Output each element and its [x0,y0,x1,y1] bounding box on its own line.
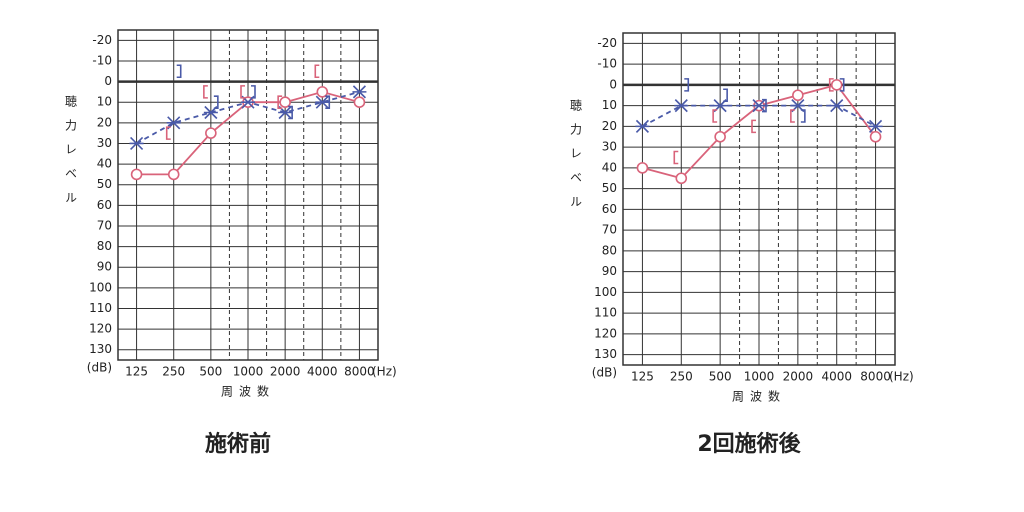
chart-caption: 2回施術後 [697,431,801,457]
x-tick-label: 500 [709,370,732,384]
x-tick-label: 4000 [307,365,338,379]
y-unit: (dB) [87,361,112,375]
data-point [165,126,171,140]
y-tick-label: 110 [594,306,617,320]
data-point [203,85,208,99]
data-point [240,85,245,99]
y-tick-label: 30 [97,136,112,150]
data-point [714,130,726,143]
x-tick-label: 125 [125,365,148,379]
x-axis-label: 周波数 [732,389,786,404]
data-point [792,89,804,102]
data-point [830,79,843,91]
x-tick-label: 1000 [233,365,264,379]
x-tick-label: 8000 [344,365,375,379]
y-axis-label: 聴力レベル [569,99,583,219]
y-tick-label: 60 [97,198,112,212]
x-tick-label: 4000 [821,370,852,384]
x-tick-label: 125 [631,370,654,384]
data-point [316,86,329,98]
y-tick-label: 40 [602,160,617,174]
y-tick-label: 120 [89,322,112,336]
data-point [325,95,331,109]
x-tick-label: 8000 [860,370,891,384]
data-point [635,119,650,133]
y-unit: (dB) [592,366,617,380]
data-point [675,172,688,185]
y-tick-label: 70 [97,218,112,232]
data-point [352,85,367,99]
data-point [353,96,366,108]
y-tick-label: 0 [104,74,112,88]
y-axis-label: 聴力レベル [64,95,78,215]
x-tick-label: 250 [670,370,693,384]
data-point [314,64,320,79]
data-point [277,95,283,109]
data-point [315,95,330,109]
y-tick-label: -10 [92,53,112,67]
y-tick-label: 120 [594,326,617,340]
y-tick-label: 50 [602,181,617,195]
y-tick-label: 20 [602,119,617,133]
data-point [674,99,689,113]
x-tick-label: 250 [162,365,185,379]
data-point [673,150,679,165]
x-tick-label: 1000 [744,370,775,384]
data-point [167,168,180,181]
y-tick-label: 60 [602,202,617,216]
y-tick-label: 90 [602,264,617,278]
data-point [288,105,293,120]
data-point [868,119,883,133]
y-tick-label: 0 [609,77,617,91]
data-point [751,119,756,134]
data-point [869,130,882,143]
y-tick-label: 90 [97,260,112,274]
data-point [762,98,767,113]
y-tick-label: 80 [97,239,112,253]
y-tick-label: 130 [89,342,112,356]
chart-caption: 施術前 [205,431,271,457]
x-unit: (Hz) [889,370,914,384]
data-point [251,85,256,99]
chart: -20 -10 0 10 20 30 40 50 60 70 80 90 100 110 120 130 (dB… [569,32,914,457]
y-tick-label: 10 [97,95,112,109]
x-unit: (Hz) [372,365,397,379]
y-tick-label: 30 [602,140,617,154]
data-point [828,78,834,92]
data-point [636,162,649,174]
x-tick-label: 2000 [270,365,301,379]
y-tick-label: -10 [597,57,617,71]
data-point [752,99,766,113]
data-point [279,96,291,108]
y-tick-label: 110 [89,301,112,315]
y-tick-label: 80 [602,243,617,257]
data-point [800,109,806,123]
x-tick-label: 2000 [783,370,814,384]
data-point [829,99,844,113]
y-tick-label: -20 [597,36,617,50]
chart: -20 -10 0 10 20 30 40 50 60 70 80 90 100 110 120 130 (dB… [64,29,397,457]
y-tick-label: 100 [89,280,112,294]
data-point [205,127,217,139]
data-point [684,78,690,92]
y-tick-label: 100 [594,285,617,299]
y-tick-label: 20 [97,115,112,129]
y-tick-label: 10 [602,98,617,112]
x-axis-label: 周波数 [221,384,275,399]
data-point [176,64,182,79]
y-tick-label: 40 [97,157,112,171]
y-tick-label: -20 [92,33,112,47]
y-tick-label: 50 [97,177,112,191]
data-point [723,88,728,103]
data-point [213,95,219,109]
data-point [129,136,144,151]
y-tick-label: 70 [602,223,617,237]
data-point [790,109,795,123]
y-tick-label: 130 [594,347,617,361]
x-tick-label: 500 [199,365,222,379]
data-point [130,168,143,181]
data-point [712,109,718,123]
data-point [839,78,845,92]
